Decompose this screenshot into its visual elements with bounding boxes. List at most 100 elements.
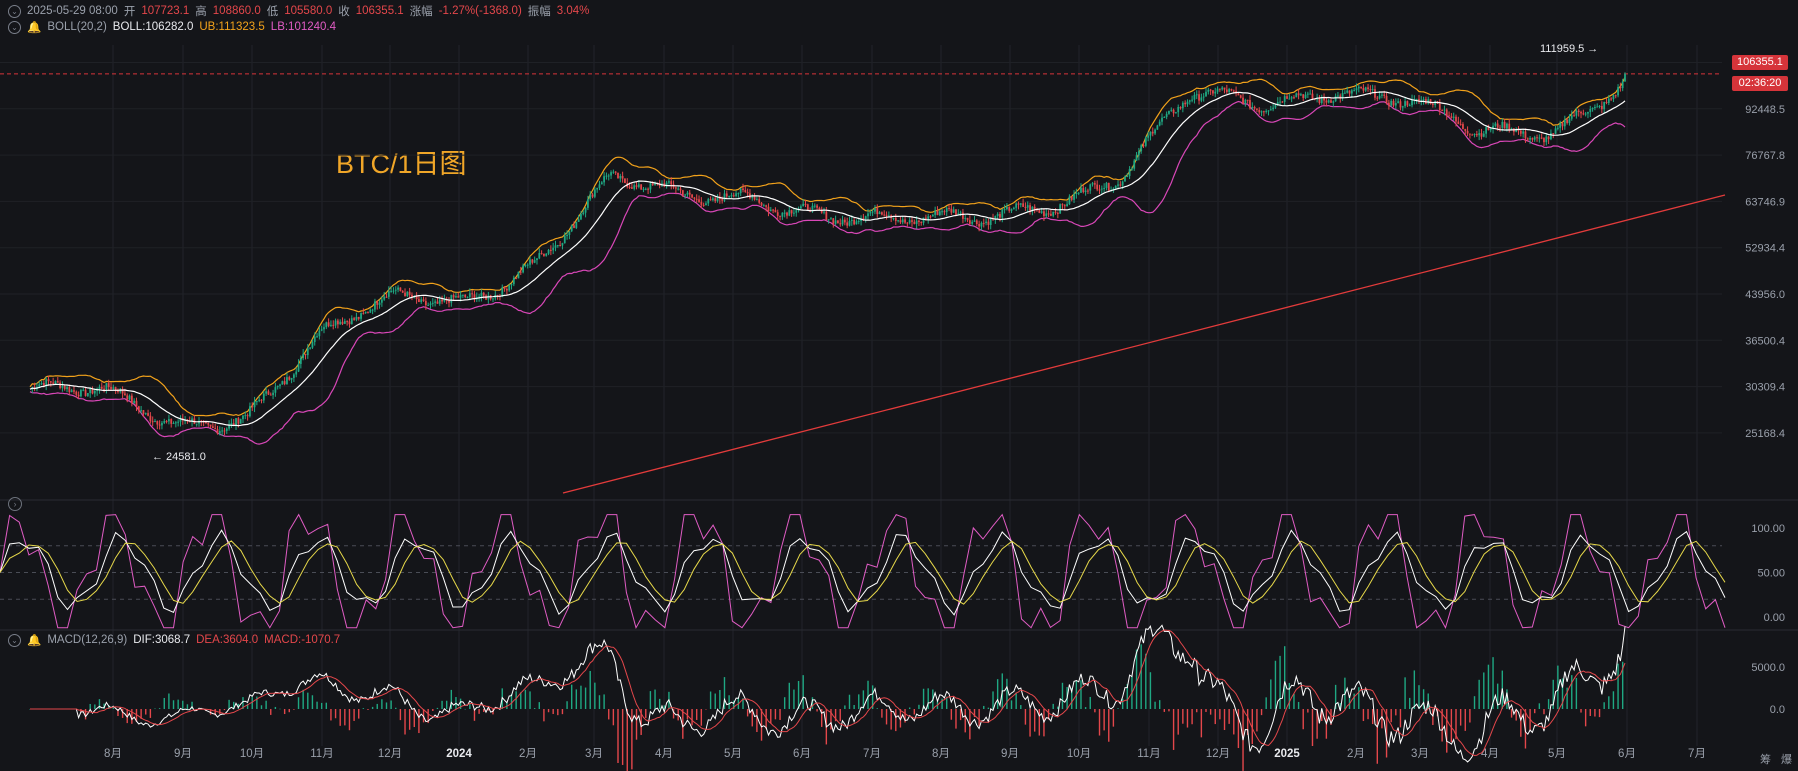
candle-body: [1223, 87, 1226, 90]
candle-body: [242, 415, 244, 420]
macd-histogram-bar: [751, 709, 753, 727]
candle-body: [221, 430, 224, 432]
candle-body: [1584, 113, 1587, 115]
macd-histogram-bar: [478, 709, 480, 714]
low-label: 低: [266, 6, 279, 18]
candle-body: [172, 423, 175, 425]
candle-body: [1177, 107, 1180, 113]
candle-body: [1001, 209, 1004, 218]
candle-body: [1522, 131, 1525, 134]
macd-histogram-bar: [1182, 709, 1184, 724]
bell-icon[interactable]: 🔔: [27, 22, 42, 34]
change-label: 涨幅: [409, 6, 433, 18]
candle-body: [878, 212, 881, 215]
candle-body: [1297, 93, 1300, 96]
macd-histogram-bar: [904, 709, 906, 723]
candle-body: [501, 287, 504, 297]
candle-body: [1501, 121, 1504, 128]
chevron-icon[interactable]: ⌄: [8, 4, 21, 18]
candle-body: [1427, 99, 1430, 104]
candle-body: [1617, 87, 1619, 96]
macd-histogram-bar: [1566, 687, 1568, 709]
macd-histogram-bar: [728, 695, 730, 709]
candle-body: [1031, 206, 1034, 211]
macd-histogram-bar: [1279, 655, 1281, 709]
boll-label[interactable]: BOLL(20,2): [47, 21, 107, 33]
candle-body: [806, 204, 809, 210]
candle-body: [614, 171, 617, 173]
chevron-icon[interactable]: ⌄: [8, 633, 21, 647]
macd-histogram-bar: [649, 691, 652, 709]
macd-histogram-bar: [594, 682, 596, 709]
candle-body: [512, 277, 515, 285]
macd-histogram-bar: [450, 689, 453, 709]
candle-body: [332, 324, 335, 326]
candle-body: [1117, 184, 1119, 186]
candle-body: [1610, 98, 1613, 100]
macd-histogram-bar: [756, 709, 758, 733]
candle-body: [1561, 123, 1564, 127]
month-label: 8月: [932, 748, 950, 760]
candle-body: [309, 347, 312, 349]
macd-histogram-bar: [427, 709, 429, 724]
candle-body: [387, 291, 390, 297]
candle-body: [93, 390, 96, 394]
macd-histogram-bar: [765, 709, 767, 730]
candle-body: [982, 222, 985, 224]
macd-label[interactable]: MACD(12,26,9): [47, 634, 128, 646]
candle-body: [380, 299, 383, 303]
candle-body: [1237, 93, 1240, 96]
month-label: 4月: [655, 748, 673, 760]
candle-body: [554, 245, 557, 248]
macd-histogram-bar: [98, 699, 101, 709]
chip-button[interactable]: 筹: [1760, 754, 1771, 766]
candle-body: [1390, 100, 1393, 106]
candle-body: [1151, 131, 1154, 134]
candle-body: [1545, 136, 1548, 143]
candle-body: [1154, 129, 1156, 134]
candle-body: [424, 300, 427, 306]
candle-body: [1526, 138, 1529, 140]
macd-histogram-bar: [103, 703, 105, 709]
candle-body: [552, 247, 555, 251]
candle-body: [288, 377, 291, 380]
macd-histogram-bar: [1330, 709, 1332, 725]
macd-histogram-bar: [432, 709, 434, 711]
bell-icon[interactable]: 🔔: [27, 635, 42, 647]
candle-body: [605, 175, 608, 177]
candle-body: [1098, 189, 1101, 191]
macd-histogram-bar: [580, 685, 582, 709]
candle-body: [1279, 101, 1281, 103]
macd-histogram-bar: [1302, 709, 1304, 730]
macd-histogram-bar: [362, 708, 365, 709]
candle-body: [767, 206, 770, 212]
candle-body: [1061, 204, 1064, 206]
month-label: 9月: [1001, 748, 1019, 760]
candle-body: [415, 296, 418, 300]
macd-histogram-bar: [515, 691, 517, 709]
macd-histogram-bar: [1422, 689, 1425, 709]
macd-histogram-bar: [1163, 709, 1166, 712]
candle-body: [1093, 183, 1096, 185]
month-label: 3月: [1411, 748, 1429, 760]
macd-histogram-bar: [441, 700, 443, 709]
candle-body: [133, 400, 136, 404]
candle-body: [906, 222, 909, 224]
candle-body: [466, 296, 469, 298]
liquidation-button[interactable]: 爆: [1781, 754, 1792, 766]
chevron-icon[interactable]: ⌄: [8, 20, 21, 34]
candle-body: [82, 389, 85, 391]
candle-body: [980, 222, 983, 227]
macd-histogram-bar: [1529, 709, 1531, 732]
candle-body: [941, 211, 943, 213]
candle-body: [517, 271, 520, 279]
candle-body: [126, 395, 129, 400]
candle-body: [1158, 121, 1161, 126]
macd-histogram-bar: [719, 690, 721, 709]
macd-histogram-bar: [783, 697, 786, 709]
macd-histogram-bar: [1112, 709, 1115, 727]
candle-body: [598, 184, 601, 188]
expand-icon[interactable]: ›: [8, 497, 22, 511]
candle-body: [545, 253, 548, 256]
